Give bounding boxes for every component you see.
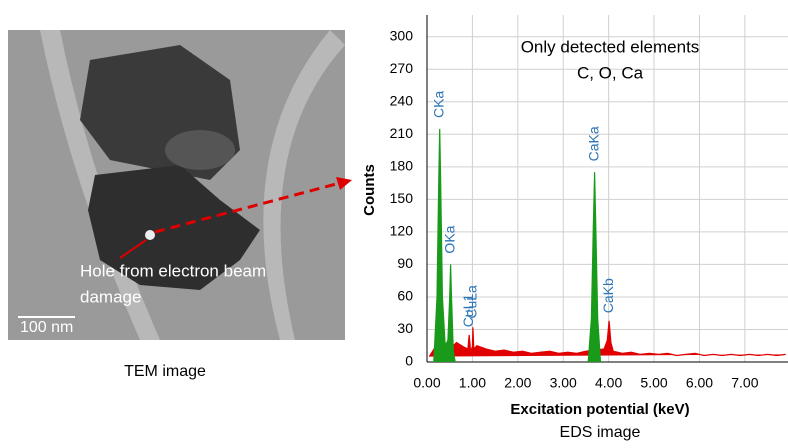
caption: EDS image <box>560 424 641 441</box>
peak-label: CuL1 <box>460 294 476 328</box>
y-tick-label: 120 <box>390 223 414 239</box>
y-tick-label: 0 <box>405 353 413 369</box>
peak-label: OKa <box>441 225 457 253</box>
y-tick-label: 180 <box>390 158 414 174</box>
tem-image: Hole from electron beam damage 100 nm TE… <box>8 30 345 380</box>
y-tick-label: 300 <box>390 27 414 43</box>
annotation: Only detected elements <box>521 37 700 56</box>
scale-bar-label: 100 nm <box>20 319 73 336</box>
y-tick-label: 210 <box>390 125 414 141</box>
annotation: Hole from electron beam <box>80 261 266 280</box>
spectrum <box>433 128 602 363</box>
y-tick-label: 240 <box>390 92 414 108</box>
peak-label: CKa <box>430 91 446 118</box>
x-axis-label: Excitation potential (keV) <box>510 401 689 418</box>
y-tick-label: 150 <box>390 190 414 206</box>
annotation: C, O, Ca <box>577 63 644 82</box>
peak-label: CuLa <box>464 285 480 319</box>
spectrum <box>428 320 786 357</box>
x-tick-label: 6.00 <box>686 375 713 391</box>
y-axis-label: Counts <box>361 164 378 216</box>
y-tick-label: 60 <box>397 288 413 304</box>
x-tick-label: 3.00 <box>550 375 577 391</box>
y-tick-label: 270 <box>390 60 414 76</box>
y-tick-label: 90 <box>397 255 413 271</box>
x-tick-label: 0.00 <box>413 375 440 391</box>
x-tick-label: 5.00 <box>640 375 667 391</box>
caption: TEM image <box>124 363 206 380</box>
peak-label: CaKb <box>600 278 616 313</box>
x-tick-label: 7.00 <box>731 375 758 391</box>
y-tick-label: 30 <box>397 320 413 336</box>
x-tick-label: 1.00 <box>459 375 486 391</box>
annotation: damage <box>80 287 141 306</box>
x-tick-label: 4.00 <box>595 375 622 391</box>
x-tick-label: 2.00 <box>504 375 531 391</box>
peak-label: CaKa <box>585 126 601 161</box>
